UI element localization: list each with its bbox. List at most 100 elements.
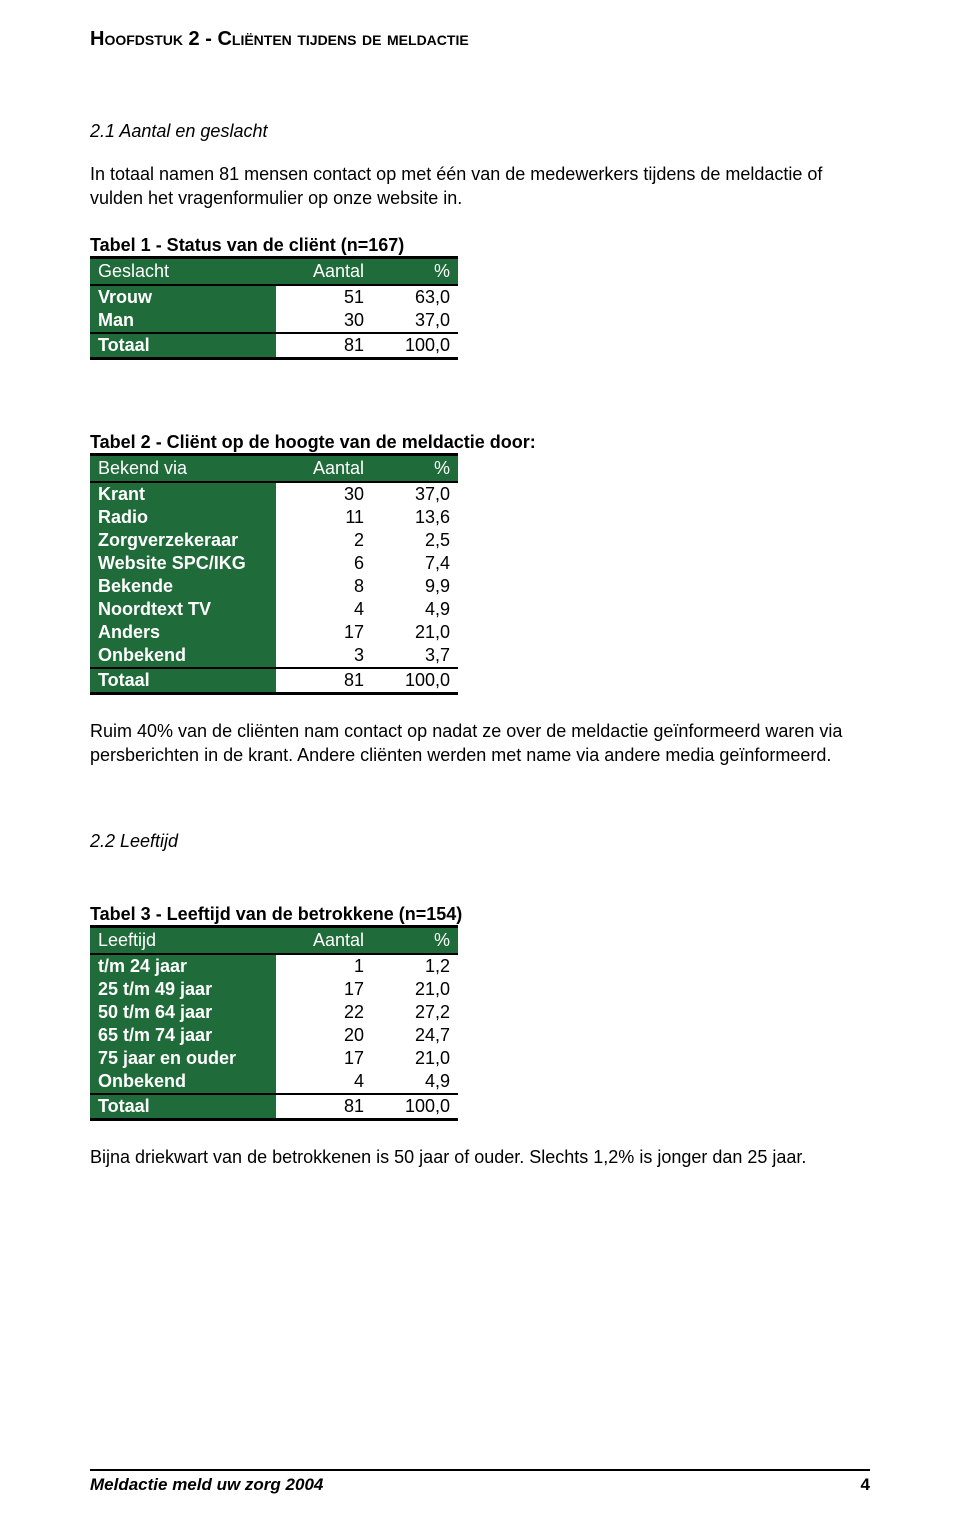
total-aantal: 81 bbox=[276, 1094, 372, 1120]
total-aantal: 81 bbox=[276, 668, 372, 694]
row-pct: 37,0 bbox=[372, 309, 458, 333]
table-row: t/m 24 jaar11,2 bbox=[90, 954, 458, 978]
row-label: Onbekend bbox=[90, 644, 276, 668]
table2-header-2: % bbox=[372, 454, 458, 482]
table2-container: Bekend viaAantal%Krant3037,0Radio1113,6Z… bbox=[90, 453, 870, 695]
row-label: Bekende bbox=[90, 575, 276, 598]
table3: LeeftijdAantal%t/m 24 jaar11,225 t/m 49 … bbox=[90, 925, 458, 1121]
table-row: Man3037,0 bbox=[90, 309, 458, 333]
row-pct: 9,9 bbox=[372, 575, 458, 598]
row-pct: 2,5 bbox=[372, 529, 458, 552]
table-row: Bekende89,9 bbox=[90, 575, 458, 598]
table-row: Onbekend44,9 bbox=[90, 1070, 458, 1094]
row-pct: 1,2 bbox=[372, 954, 458, 978]
table-row: 75 jaar en ouder1721,0 bbox=[90, 1047, 458, 1070]
row-aantal: 30 bbox=[276, 482, 372, 506]
row-label: 75 jaar en ouder bbox=[90, 1047, 276, 1070]
row-label: Anders bbox=[90, 621, 276, 644]
total-aantal: 81 bbox=[276, 333, 372, 359]
table1-header-1: Aantal bbox=[276, 257, 372, 285]
row-pct: 27,2 bbox=[372, 1001, 458, 1024]
total-pct: 100,0 bbox=[372, 1094, 458, 1120]
row-aantal: 22 bbox=[276, 1001, 372, 1024]
row-pct: 3,7 bbox=[372, 644, 458, 668]
footer-left: Meldactie meld uw zorg 2004 bbox=[90, 1475, 323, 1495]
table-total-row: Totaal81100,0 bbox=[90, 333, 458, 359]
table3-header-0: Leeftijd bbox=[90, 927, 276, 955]
row-label: 25 t/m 49 jaar bbox=[90, 978, 276, 1001]
table1-header-0: Geslacht bbox=[90, 257, 276, 285]
table-row: Vrouw5163,0 bbox=[90, 285, 458, 309]
table-row: Radio1113,6 bbox=[90, 506, 458, 529]
total-pct: 100,0 bbox=[372, 333, 458, 359]
row-label: Man bbox=[90, 309, 276, 333]
row-pct: 21,0 bbox=[372, 978, 458, 1001]
row-label: Vrouw bbox=[90, 285, 276, 309]
footer-page-number: 4 bbox=[861, 1475, 870, 1495]
table1-header-2: % bbox=[372, 257, 458, 285]
row-label: Krant bbox=[90, 482, 276, 506]
table-row: Noordtext TV44,9 bbox=[90, 598, 458, 621]
row-aantal: 17 bbox=[276, 1047, 372, 1070]
row-aantal: 17 bbox=[276, 978, 372, 1001]
row-pct: 7,4 bbox=[372, 552, 458, 575]
row-aantal: 17 bbox=[276, 621, 372, 644]
table3-header-2: % bbox=[372, 927, 458, 955]
table-row: Anders1721,0 bbox=[90, 621, 458, 644]
table-row: Onbekend33,7 bbox=[90, 644, 458, 668]
row-pct: 4,9 bbox=[372, 1070, 458, 1094]
table-row: Website SPC/IKG67,4 bbox=[90, 552, 458, 575]
table1: GeslachtAantal%Vrouw5163,0Man3037,0Totaa… bbox=[90, 256, 458, 360]
chapter-title: Hoofdstuk 2 - Cliënten tijdens de meldac… bbox=[90, 28, 870, 51]
row-aantal: 51 bbox=[276, 285, 372, 309]
row-label: 65 t/m 74 jaar bbox=[90, 1024, 276, 1047]
row-pct: 13,6 bbox=[372, 506, 458, 529]
section-22-title: 2.2 Leeftijd bbox=[90, 831, 870, 852]
table-row: Krant3037,0 bbox=[90, 482, 458, 506]
row-pct: 37,0 bbox=[372, 482, 458, 506]
total-label: Totaal bbox=[90, 333, 276, 359]
table2-header-0: Bekend via bbox=[90, 454, 276, 482]
row-label: t/m 24 jaar bbox=[90, 954, 276, 978]
row-pct: 21,0 bbox=[372, 621, 458, 644]
total-label: Totaal bbox=[90, 668, 276, 694]
row-pct: 4,9 bbox=[372, 598, 458, 621]
row-pct: 21,0 bbox=[372, 1047, 458, 1070]
total-pct: 100,0 bbox=[372, 668, 458, 694]
row-aantal: 2 bbox=[276, 529, 372, 552]
section-21-title: 2.1 Aantal en geslacht bbox=[90, 121, 870, 142]
table3-container: LeeftijdAantal%t/m 24 jaar11,225 t/m 49 … bbox=[90, 925, 870, 1121]
table1-caption: Tabel 1 - Status van de cliënt (n=167) bbox=[90, 235, 870, 256]
table1-container: GeslachtAantal%Vrouw5163,0Man3037,0Totaa… bbox=[90, 256, 870, 360]
row-label: Noordtext TV bbox=[90, 598, 276, 621]
row-aantal: 6 bbox=[276, 552, 372, 575]
row-pct: 24,7 bbox=[372, 1024, 458, 1047]
row-pct: 63,0 bbox=[372, 285, 458, 309]
page: Hoofdstuk 2 - Cliënten tijdens de meldac… bbox=[0, 0, 960, 1527]
row-aantal: 4 bbox=[276, 1070, 372, 1094]
table2-caption: Tabel 2 - Cliënt op de hoogte van de mel… bbox=[90, 432, 870, 453]
table-row: 50 t/m 64 jaar2227,2 bbox=[90, 1001, 458, 1024]
row-aantal: 11 bbox=[276, 506, 372, 529]
para-after-table3: Bijna driekwart van de betrokkenen is 50… bbox=[90, 1145, 870, 1169]
row-aantal: 8 bbox=[276, 575, 372, 598]
table2-header-1: Aantal bbox=[276, 454, 372, 482]
table3-header-1: Aantal bbox=[276, 927, 372, 955]
row-label: Zorgverzekeraar bbox=[90, 529, 276, 552]
table-total-row: Totaal81100,0 bbox=[90, 1094, 458, 1120]
table-row: Zorgverzekeraar22,5 bbox=[90, 529, 458, 552]
row-label: 50 t/m 64 jaar bbox=[90, 1001, 276, 1024]
section-21-intro: In totaal namen 81 mensen contact op met… bbox=[90, 162, 870, 211]
table3-caption: Tabel 3 - Leeftijd van de betrokkene (n=… bbox=[90, 904, 870, 925]
page-footer: Meldactie meld uw zorg 2004 4 bbox=[90, 1469, 870, 1495]
row-aantal: 30 bbox=[276, 309, 372, 333]
table-row: 25 t/m 49 jaar1721,0 bbox=[90, 978, 458, 1001]
row-aantal: 4 bbox=[276, 598, 372, 621]
table-row: 65 t/m 74 jaar2024,7 bbox=[90, 1024, 458, 1047]
row-aantal: 20 bbox=[276, 1024, 372, 1047]
row-aantal: 1 bbox=[276, 954, 372, 978]
row-label: Radio bbox=[90, 506, 276, 529]
row-label: Onbekend bbox=[90, 1070, 276, 1094]
row-label: Website SPC/IKG bbox=[90, 552, 276, 575]
total-label: Totaal bbox=[90, 1094, 276, 1120]
